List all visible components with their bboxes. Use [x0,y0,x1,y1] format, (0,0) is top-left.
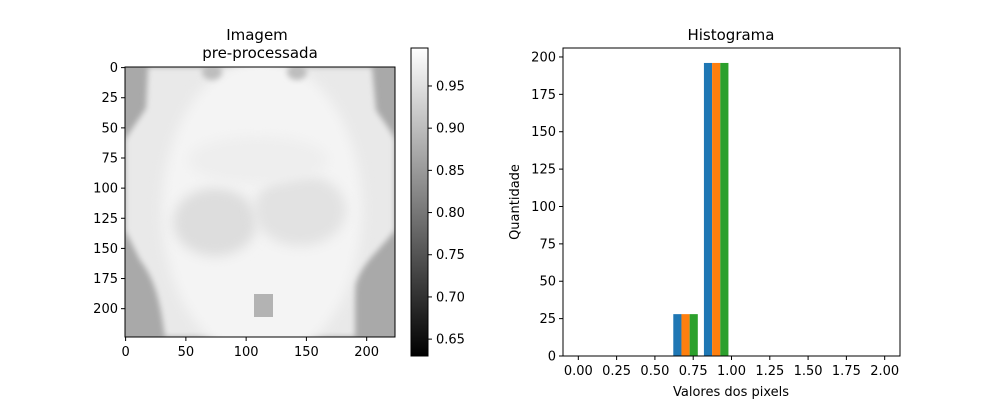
histogram-x-tick-label: 2.00 [870,364,899,379]
histogram-x-tick-label: 0.00 [564,364,593,379]
histogram-y-tick-label: 150 [531,125,556,140]
histogram-y-tick-label: 125 [531,163,556,178]
histogram-bar [689,314,698,356]
image-y-tick-label: 175 [93,272,118,287]
histogram-y-tick-label: 0 [548,350,556,365]
image-x-tick-label: 150 [294,345,319,360]
image-y-ticks: 0 25 50 75 100 125 150 175 200 [93,61,125,317]
colorbar-frame [410,47,429,357]
colorbar-tick-label: 0.85 [436,164,465,179]
histogram-bar [712,62,721,357]
image-x-tick-label: 100 [234,345,259,360]
histogram-bars [673,62,729,357]
image-title-line-2: pre-processada [202,44,318,62]
histogram-ylabel: Quantidade [508,164,523,240]
histogram-bar [720,62,729,357]
image-y-tick-label: 25 [101,91,118,106]
histogram-title: Histograma [687,26,774,44]
colorbar-tick-label: 0.75 [436,248,465,263]
histogram-y-tick-label: 200 [531,50,556,65]
colorbar-tick-label: 0.80 [436,206,465,221]
image-y-tick-label: 50 [101,121,118,136]
histogram-x-ticks: 0.00 0.25 0.50 0.75 1.00 1.25 1.50 1.75 2.00 [564,356,899,379]
histogram-panel: Histograma 0.00 0.25 0.50 0.75 1.00 1.25 1.50 1… [508,26,901,400]
histogram-bar [703,62,713,357]
colorbar-tick-label: 0.90 [436,122,465,137]
histogram-y-tick-label: 100 [531,200,556,215]
image-x-ticks: 0 50 100 150 200 [121,337,379,360]
image-x-tick-label: 50 [178,345,195,360]
colorbar-tick-label: 0.70 [436,290,465,305]
image-frame [124,66,396,338]
histogram-y-tick-label: 25 [539,312,556,327]
histogram-x-tick-label: 1.00 [717,364,746,379]
image-y-tick-label: 150 [93,242,118,257]
image-y-tick-label: 100 [93,182,118,197]
histogram-y-tick-label: 50 [539,275,556,290]
chest-shade [188,136,328,184]
histogram-xlabel: Valores dos pixels [673,385,789,400]
histogram-frame [562,47,901,357]
histogram-y-tick-label: 75 [539,237,556,252]
image-y-tick-label: 75 [101,152,118,167]
histogram-x-tick-label: 0.50 [640,364,669,379]
histogram-x-tick-label: 0.25 [602,364,631,379]
histogram-x-tick-label: 1.50 [794,364,823,379]
histogram-bar [673,314,682,356]
histogram-x-tick-label: 1.25 [755,364,784,379]
neck-shade-right [287,67,307,80]
image-x-tick-label: 200 [354,345,379,360]
colorbar: 0.65 0.70 0.75 0.80 0.85 0.90 0.95 [410,47,465,357]
histogram-y-ticks: 0 25 50 75 100 125 150 175 200 [531,50,563,365]
image-title-line-1: Imagem [226,26,288,44]
image-panel: Imagem pre-processada 0 50 100 150 200 0 25 50… [93,26,396,360]
histogram-x-tick-label: 0.75 [679,364,708,379]
image-y-tick-label: 200 [93,302,118,317]
thermal-image [125,67,395,337]
colorbar-ticks: 0.65 0.70 0.75 0.80 0.85 0.90 0.95 [428,79,465,348]
histogram-x-tick-label: 1.75 [832,364,861,379]
breast-left [173,188,257,256]
image-y-tick-label: 0 [110,61,118,76]
colorbar-tick-label: 0.65 [436,333,465,348]
colorbar-gradient [411,48,428,356]
image-x-tick-label: 0 [121,345,129,360]
histogram-y-tick-label: 175 [531,88,556,103]
image-y-tick-label: 125 [93,212,118,227]
histogram-bar [681,314,690,356]
breast-right [254,174,346,246]
colorbar-tick-label: 0.95 [436,79,465,94]
neck-shade-left [202,67,222,80]
marker-square [254,294,273,317]
